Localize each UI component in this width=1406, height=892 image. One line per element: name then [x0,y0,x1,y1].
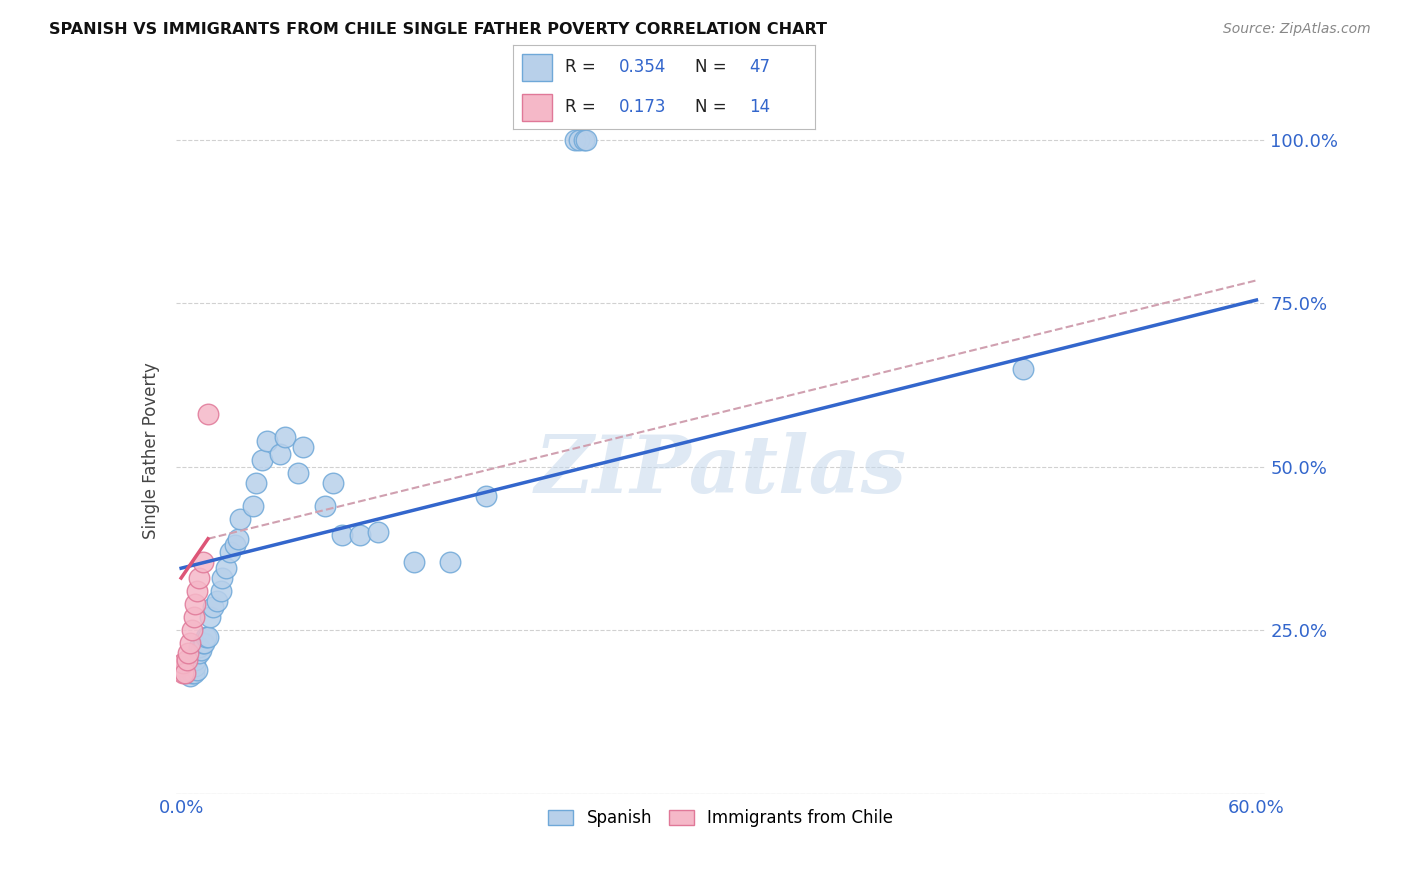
Point [177,646,200,660]
Point [177,665,200,680]
Point [475,489,498,503]
Point [172,656,194,670]
Point [274,430,297,444]
Bar [522,94,553,120]
Point [188,646,211,660]
Text: SPANISH VS IMMIGRANTS FROM CHILE SINGLE FATHER POVERTY CORRELATION CHART: SPANISH VS IMMIGRANTS FROM CHILE SINGLE … [49,22,827,37]
Point [1012,361,1035,376]
Point [250,453,273,467]
Point [172,665,194,680]
Point [186,584,208,599]
Text: 0.173: 0.173 [619,98,666,116]
Text: N =: N = [695,59,725,77]
Point [191,636,214,650]
Point [195,630,218,644]
Point [173,665,195,680]
Point [224,538,246,552]
Point [184,653,207,667]
Text: R =: R = [565,98,595,116]
Point [198,610,221,624]
Point [215,561,238,575]
Point [176,659,198,673]
Text: 14: 14 [749,98,770,116]
Point [229,512,252,526]
Point [575,133,598,147]
Point [314,499,336,513]
Point [190,643,212,657]
Bar [522,54,553,81]
Point [439,555,461,569]
Point [180,624,202,638]
Text: R =: R = [565,59,595,77]
Point [568,133,591,147]
Point [209,584,232,599]
Point [179,663,201,677]
Point [564,133,586,147]
Text: 0.354: 0.354 [619,59,666,77]
Point [404,555,426,569]
Point [245,476,267,491]
Text: N =: N = [695,98,725,116]
Text: Source: ZipAtlas.com: Source: ZipAtlas.com [1223,22,1371,37]
Point [202,600,225,615]
Point [211,571,233,585]
Point [205,594,228,608]
Y-axis label: Single Father Poverty: Single Father Poverty [142,362,160,539]
Point [179,636,201,650]
Point [183,665,205,680]
Point [332,528,354,542]
Point [191,555,214,569]
Point [242,499,264,513]
Point [349,528,371,542]
Point [367,525,389,540]
Legend: Spanish, Immigrants from Chile: Spanish, Immigrants from Chile [541,802,900,834]
Point [287,467,309,481]
Point [228,532,250,546]
Point [574,133,596,147]
Point [188,640,211,654]
Point [180,665,202,680]
Point [218,545,240,559]
Point [179,669,201,683]
Point [292,440,315,454]
Point [322,476,344,491]
Text: 47: 47 [749,59,770,77]
Point [269,447,291,461]
Point [184,597,207,611]
Point [188,571,211,585]
Point [256,434,278,448]
Text: ZIPatlas: ZIPatlas [534,433,907,510]
Point [197,408,219,422]
Point [170,659,193,673]
Point [197,630,219,644]
Point [186,663,208,677]
Point [183,610,205,624]
Point [193,636,215,650]
Point [176,653,198,667]
Point [184,659,207,673]
